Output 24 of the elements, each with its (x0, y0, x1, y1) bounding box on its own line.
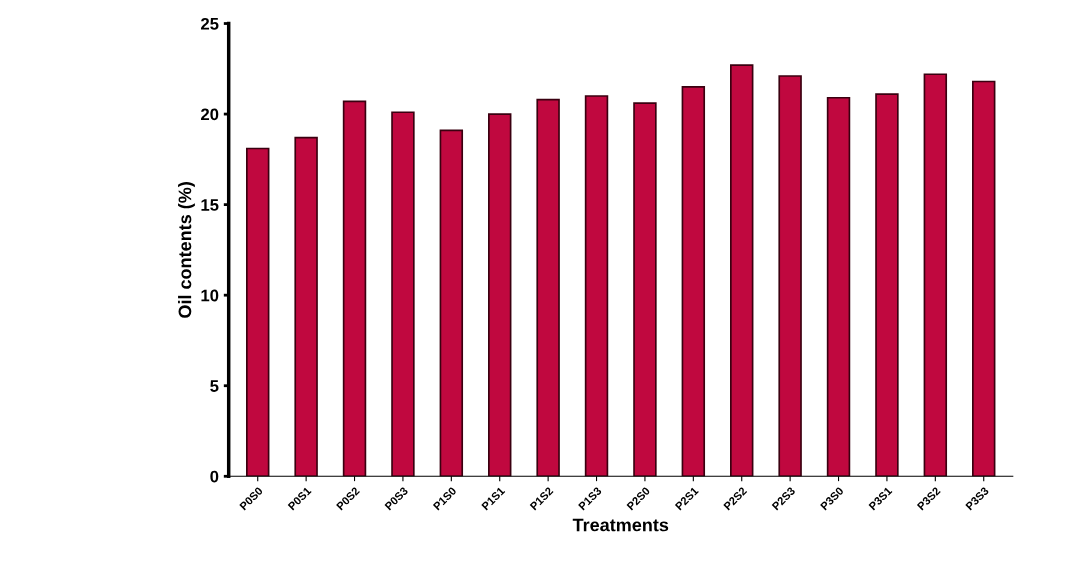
bar (826, 96, 851, 477)
y-tick-label: 20 (201, 108, 219, 121)
bar (439, 129, 464, 477)
bar (391, 111, 415, 477)
bar (730, 64, 754, 477)
bar (633, 102, 657, 477)
bar (584, 95, 609, 477)
bar (342, 100, 367, 477)
y-tick-label: 25 (201, 17, 219, 30)
bar (488, 113, 512, 477)
bar (875, 93, 899, 477)
y-tick-label: 5 (210, 380, 219, 392)
bar (294, 136, 318, 477)
bar (778, 75, 802, 477)
bar (972, 80, 996, 477)
y-tick-label: 10 (201, 289, 219, 302)
y-axis-title: Oil contents (%) (178, 182, 195, 318)
bar (246, 147, 270, 477)
x-axis-title: Treatments (572, 518, 669, 532)
bar (536, 98, 560, 477)
bar (923, 73, 948, 477)
y-tick-label: 15 (201, 199, 219, 211)
y-tick-label: 0 (210, 470, 219, 483)
bar (681, 86, 706, 477)
